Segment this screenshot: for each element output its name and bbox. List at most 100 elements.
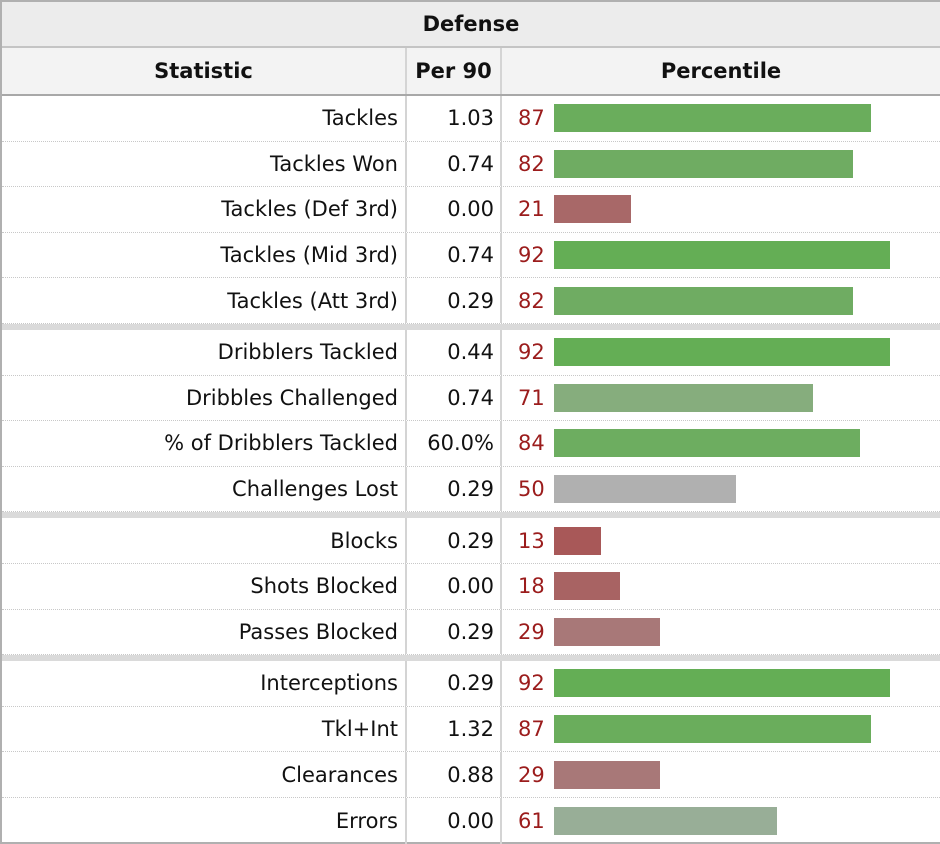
percentile-value: 87 xyxy=(518,717,545,742)
table-row: Tackles (Mid 3rd) 0.74 92 xyxy=(2,232,940,279)
table-header: Statistic Per 90 Percentile xyxy=(2,48,940,96)
percentile-cell: 82 xyxy=(502,278,940,323)
percentile-value: 82 xyxy=(518,288,545,313)
per90-value: 0.29 xyxy=(407,609,502,655)
percentile-value: 18 xyxy=(518,574,545,599)
table-row: Tackles Won 0.74 82 xyxy=(2,141,940,188)
percentile-cell: 92 xyxy=(502,233,940,278)
per90-value: 60.0% xyxy=(407,421,502,466)
percentile-cell: 21 xyxy=(502,187,940,232)
percentile-cell: 84 xyxy=(502,421,940,466)
group-separator xyxy=(2,512,940,519)
stat-name: Passes Blocked xyxy=(2,609,407,655)
per90-value: 0.74 xyxy=(407,232,502,278)
stat-name: Tackles (Def 3rd) xyxy=(2,187,407,232)
stat-name: Dribblers Tackled xyxy=(2,329,407,375)
stat-name: Shots Blocked xyxy=(2,563,407,609)
percentile-bar-track xyxy=(554,149,940,178)
percentile-cell: 87 xyxy=(502,707,940,752)
percentile-cell: 87 xyxy=(502,96,940,141)
stat-name: Challenges Lost xyxy=(2,466,407,512)
stat-name: Errors xyxy=(2,797,407,844)
percentile-bar xyxy=(554,429,861,458)
percentile-value: 84 xyxy=(518,431,545,456)
percentile-cell: 61 xyxy=(502,798,940,844)
table-row: Dribbles Challenged 0.74 71 xyxy=(2,375,940,422)
percentile-value: 71 xyxy=(518,385,545,410)
stat-name: Tackles Won xyxy=(2,141,407,187)
percentile-bar xyxy=(554,149,854,178)
header-per90[interactable]: Per 90 xyxy=(407,48,502,94)
percentile-bar-track xyxy=(554,617,940,646)
percentile-value: 50 xyxy=(518,477,545,502)
percentile-bar-track xyxy=(554,572,940,601)
percentile-bar-track xyxy=(554,338,940,367)
percentile-bar xyxy=(554,338,890,367)
per90-value: 0.00 xyxy=(407,563,502,609)
percentile-bar xyxy=(554,715,872,744)
percentile-bar xyxy=(554,669,890,698)
table-row: Dribblers Tackled 0.44 92 xyxy=(2,329,940,376)
percentile-bar xyxy=(554,526,602,555)
per90-value: 0.74 xyxy=(407,375,502,421)
stat-name: Blocks xyxy=(2,518,407,563)
table-caption: Defense xyxy=(2,2,940,48)
percentile-bar xyxy=(554,195,631,224)
per90-value: 0.00 xyxy=(407,797,502,844)
stat-name: % of Dribblers Tackled xyxy=(2,421,407,466)
percentile-bar-track xyxy=(554,195,940,224)
percentile-bar xyxy=(554,572,620,601)
group-separator xyxy=(2,655,940,662)
percentile-bar xyxy=(554,104,872,133)
percentile-value: 29 xyxy=(518,619,545,644)
percentile-bar xyxy=(554,383,813,412)
percentile-value: 92 xyxy=(518,243,545,268)
stat-name: Interceptions xyxy=(2,661,407,706)
table-row: Tackles (Def 3rd) 0.00 21 xyxy=(2,187,940,233)
stat-name: Tackles (Mid 3rd) xyxy=(2,232,407,278)
table-row: Blocks 0.29 13 xyxy=(2,518,940,564)
percentile-bar xyxy=(554,806,777,835)
percentile-bar-track xyxy=(554,760,940,789)
percentile-bar xyxy=(554,475,737,504)
percentile-bar-track xyxy=(554,286,940,315)
per90-value: 0.74 xyxy=(407,141,502,187)
percentile-value: 92 xyxy=(518,671,545,696)
stat-name: Dribbles Challenged xyxy=(2,375,407,421)
percentile-bar-track xyxy=(554,669,940,698)
table-row: Interceptions 0.29 92 xyxy=(2,661,940,707)
percentile-value: 21 xyxy=(518,197,545,222)
percentile-bar xyxy=(554,241,890,270)
table-row: Shots Blocked 0.00 18 xyxy=(2,563,940,610)
percentile-bar-track xyxy=(554,429,940,458)
stat-name: Tackles (Att 3rd) xyxy=(2,278,407,323)
table-row: % of Dribblers Tackled 60.0% 84 xyxy=(2,421,940,467)
per90-value: 0.29 xyxy=(407,278,502,323)
header-percentile[interactable]: Percentile xyxy=(660,59,782,83)
percentile-value: 13 xyxy=(518,528,545,553)
table-row: Errors 0.00 61 xyxy=(2,797,940,844)
percentile-cell: 18 xyxy=(502,564,940,609)
table-row: Clearances 0.88 29 xyxy=(2,752,940,798)
percentile-cell: 71 xyxy=(502,376,940,421)
percentile-bar-track xyxy=(554,526,940,555)
percentile-cell: 29 xyxy=(502,610,940,655)
percentile-value: 61 xyxy=(518,808,545,833)
table-row: Tackles (Att 3rd) 0.29 82 xyxy=(2,278,940,324)
percentile-cell: 50 xyxy=(502,467,940,512)
percentile-cell: 13 xyxy=(502,518,940,563)
per90-value: 0.44 xyxy=(407,329,502,375)
percentile-value: 29 xyxy=(518,762,545,787)
table-row: Tkl+Int 1.32 87 xyxy=(2,706,940,753)
percentile-cell: 29 xyxy=(502,752,940,797)
per90-value: 0.29 xyxy=(407,518,502,563)
table-row: Passes Blocked 0.29 29 xyxy=(2,609,940,656)
per90-value: 0.29 xyxy=(407,466,502,512)
per90-value: 0.29 xyxy=(407,661,502,706)
per90-value: 1.03 xyxy=(407,96,502,141)
per90-value: 0.00 xyxy=(407,187,502,232)
percentile-bar-track xyxy=(554,475,940,504)
stat-name: Clearances xyxy=(2,752,407,797)
header-statistic[interactable]: Statistic xyxy=(2,48,407,94)
